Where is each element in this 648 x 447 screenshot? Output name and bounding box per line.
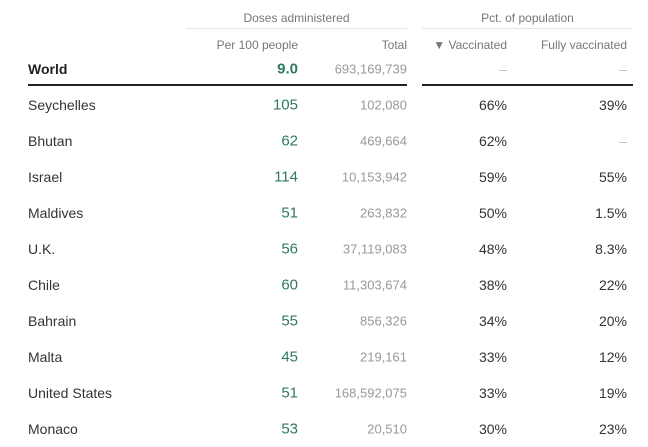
country-name: Chile	[28, 277, 60, 293]
per100-header[interactable]: Per 100 people	[216, 38, 298, 52]
per100-value: 56	[281, 240, 298, 258]
country-name: Seychelles	[28, 97, 96, 113]
per100-value: 9.0	[277, 60, 298, 78]
fully-value: 1.5%	[595, 205, 627, 221]
vaccinated-value: 66%	[478, 97, 507, 113]
per100-value: 51	[281, 384, 298, 402]
country-name: Bahrain	[28, 313, 77, 329]
divider	[28, 84, 407, 86]
table-row: Bahrain 55 856,326 34% 20%	[0, 303, 648, 339]
per100-value: 53	[281, 420, 298, 438]
table-row: Israel 114 10,153,942 59% 55%	[0, 159, 648, 195]
total-value: 11,303,674	[342, 277, 407, 293]
per100-value: 62	[281, 132, 298, 150]
total-value: 20,510	[367, 421, 407, 437]
table-row: U.K. 56 37,119,083 48% 8.3%	[0, 231, 648, 267]
fully-value: 20%	[598, 313, 627, 329]
vaccinated-value: 33%	[478, 385, 507, 401]
per100-value: 55	[281, 312, 298, 330]
fully-value: 23%	[598, 421, 627, 437]
table-row: Maldives 51 263,832 50% 1.5%	[0, 195, 648, 231]
fully-value: 19%	[598, 385, 627, 401]
country-name: United States	[28, 385, 113, 401]
total-value: 469,664	[360, 133, 407, 149]
per100-value: 51	[281, 204, 298, 222]
fully-value: –	[619, 61, 627, 77]
total-value: 10,153,942	[341, 169, 407, 185]
fully-value: 39%	[598, 97, 627, 113]
divider	[422, 84, 633, 86]
fully-value: 55%	[598, 169, 627, 185]
total-header[interactable]: Total	[381, 38, 407, 52]
total-value: 168,592,075	[334, 385, 407, 401]
divider	[186, 28, 407, 29]
country-name: U.K.	[28, 241, 56, 257]
total-value: 37,119,083	[342, 241, 407, 257]
country-name: Israel	[28, 169, 63, 185]
fully-value: 12%	[598, 349, 627, 365]
country-name: Monaco	[28, 421, 78, 437]
vaccinated-value: 50%	[478, 205, 507, 221]
table-row: United States 51 168,592,075 33% 19%	[0, 375, 648, 411]
per100-value: 45	[281, 348, 298, 366]
table-row: Seychelles 105 102,080 66% 39%	[0, 87, 648, 123]
vaccinated-value: 38%	[478, 277, 507, 293]
country-name: Maldives	[28, 205, 84, 221]
fully-value: 22%	[598, 277, 627, 293]
vaccinated-value: 62%	[478, 133, 507, 149]
total-value: 856,326	[360, 313, 407, 329]
total-value: 102,080	[360, 97, 407, 113]
table-row: Chile 60 11,303,674 38% 22%	[0, 267, 648, 303]
total-value: 263,832	[360, 205, 407, 221]
vaccinated-value: 33%	[478, 349, 507, 365]
doses-group-header: Doses administered	[243, 11, 350, 25]
vaccinated-header[interactable]: ▼ Vaccinated	[433, 38, 507, 52]
divider	[422, 28, 633, 29]
country-name: World	[28, 61, 68, 77]
vaccinated-value: –	[499, 61, 507, 77]
total-value: 219,161	[360, 349, 407, 365]
vaccinated-value: 34%	[478, 313, 507, 329]
country-name: Malta	[28, 349, 63, 365]
per100-value: 105	[272, 96, 298, 114]
pct-group-header: Pct. of population	[481, 11, 574, 25]
per100-value: 60	[281, 276, 298, 294]
total-value: 693,169,739	[334, 61, 407, 77]
per100-value: 114	[274, 168, 298, 186]
table-row: Malta 45 219,161 33% 12%	[0, 339, 648, 375]
table-row: Monaco 53 20,510 30% 23%	[0, 411, 648, 447]
vaccinated-value: 30%	[478, 421, 507, 437]
table-row: Bhutan 62 469,664 62% –	[0, 123, 648, 159]
country-name: Bhutan	[28, 133, 73, 149]
vaccinated-value: 48%	[478, 241, 507, 257]
fully-value: –	[619, 133, 627, 149]
world-row: World 9.0 693,169,739 – –	[0, 51, 648, 87]
vaccinated-value: 59%	[478, 169, 507, 185]
fully-vaccinated-header[interactable]: Fully vaccinated	[540, 38, 627, 52]
fully-value: 8.3%	[595, 241, 627, 257]
